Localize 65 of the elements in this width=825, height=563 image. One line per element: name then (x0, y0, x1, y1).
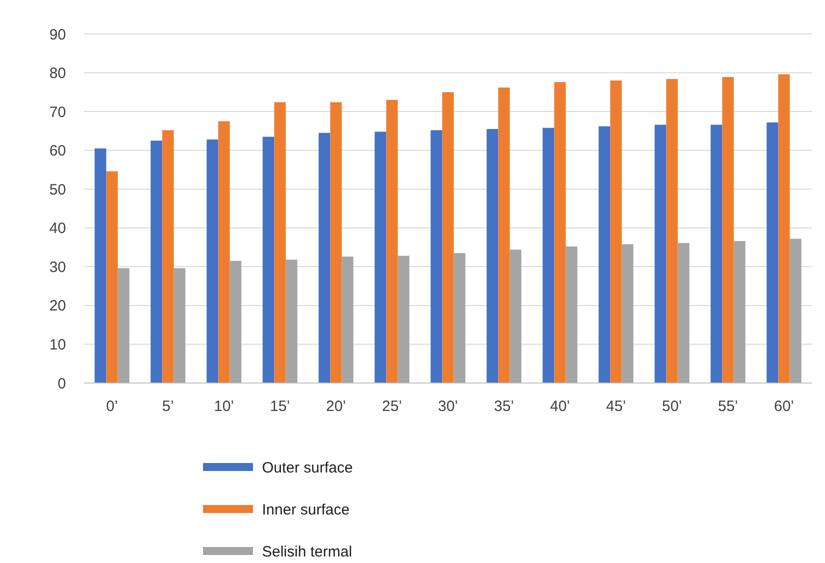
bar (286, 260, 298, 383)
bar (454, 253, 466, 383)
x-tick-label: 0’ (106, 398, 118, 415)
bar (318, 132, 330, 383)
bar (262, 136, 274, 383)
y-tick-label: 70 (49, 104, 66, 121)
bar (94, 148, 106, 383)
bar (510, 250, 522, 383)
y-tick-label: 0 (58, 375, 66, 392)
y-tick-label: 80 (49, 65, 66, 82)
x-tick-label: 35’ (494, 398, 514, 415)
bar (766, 122, 778, 383)
bar (442, 92, 454, 383)
bar (162, 130, 174, 383)
y-tick-label: 40 (49, 220, 66, 238)
legend-label: Inner surface (262, 501, 350, 518)
bar (230, 260, 242, 383)
bar (218, 121, 230, 383)
y-tick-label: 50 (49, 181, 66, 198)
y-tick-label: 60 (49, 142, 66, 160)
bar (118, 268, 130, 383)
bar (206, 139, 218, 383)
bar (734, 241, 746, 383)
y-tick-label: 30 (49, 258, 66, 276)
x-tick-label: 15’ (270, 398, 290, 415)
bar (274, 102, 286, 383)
bar (398, 256, 410, 383)
bar (374, 132, 386, 383)
bar (598, 126, 610, 383)
x-tick-label: 40’ (550, 398, 570, 415)
bar (722, 77, 734, 383)
x-tick-label: 60’ (774, 398, 794, 415)
x-tick-label: 55’ (718, 398, 738, 415)
x-tick-label: 20’ (326, 398, 346, 415)
bar (566, 246, 578, 383)
bar (430, 130, 442, 383)
bar (106, 171, 118, 383)
bar (790, 238, 802, 383)
x-tick-label: 50’ (662, 398, 682, 415)
bar (150, 140, 162, 383)
x-tick-label: 45’ (606, 398, 626, 415)
x-tick-label: 30’ (438, 398, 458, 415)
bar (610, 80, 622, 383)
x-tick-label: 10’ (214, 398, 234, 415)
x-tick-label: 25’ (382, 398, 402, 415)
bar (342, 256, 354, 383)
bar (554, 82, 566, 383)
bar (778, 74, 790, 383)
bar (622, 244, 634, 383)
bar (498, 88, 510, 383)
y-tick-label: 10 (49, 336, 66, 354)
y-tick-label: 20 (49, 298, 66, 315)
x-tick-label: 5’ (162, 398, 174, 415)
bar (330, 102, 342, 383)
y-tick-label: 90 (49, 26, 66, 44)
bar (710, 124, 722, 383)
bar (486, 129, 498, 383)
bar (678, 243, 690, 383)
bar (174, 268, 186, 383)
bar (386, 100, 398, 383)
bar (542, 128, 554, 383)
legend-label: Outer surface (262, 459, 353, 476)
legend-label: Selisih termal (262, 543, 352, 560)
bar (654, 124, 666, 383)
bar (666, 78, 678, 383)
